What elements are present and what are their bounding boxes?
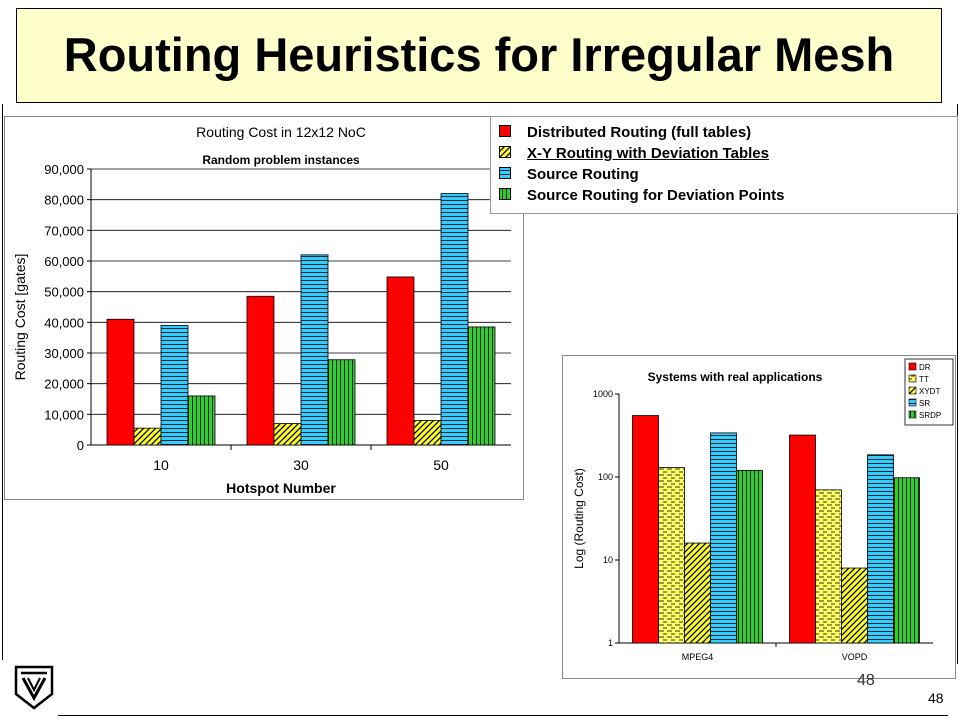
- y-tick-label: 10,000: [44, 407, 84, 422]
- y-tick-label: 1: [608, 638, 613, 648]
- right-border-line: [957, 104, 958, 664]
- legend-swatch: [499, 146, 511, 158]
- y-tick-label: 20,000: [44, 377, 84, 392]
- real-applications-chart-svg: Systems with real applications 1 10 100 1000…: [572, 358, 954, 662]
- mini-legend-swatch: [908, 410, 917, 419]
- page-number-ghost: 48: [857, 672, 875, 689]
- chart-title: Systems with real applications: [648, 370, 823, 384]
- legend-swatch: [499, 125, 511, 137]
- y-tick-label: 1000: [593, 389, 613, 399]
- title-banner: Routing Heuristics for Irregular Mesh: [16, 8, 942, 103]
- bar: [710, 432, 737, 644]
- bar: [658, 467, 685, 644]
- legend-label: Source Routing: [527, 166, 639, 183]
- mini-legend-swatch: [908, 386, 917, 395]
- x-axis-title: Hotspot Number: [226, 480, 336, 496]
- mini-legend-swatch: [908, 362, 917, 371]
- legend-label: Distributed Routing (full tables): [527, 124, 752, 141]
- legend-entry: X-Y Routing with Deviation Tables: [491, 143, 957, 164]
- chart-subtitle: Random problem instances: [202, 153, 360, 167]
- y-tick-label: 90,000: [44, 162, 84, 177]
- y-tick-label: 70,000: [44, 223, 84, 238]
- y-tick-label: 40,000: [44, 315, 84, 330]
- bar: [684, 542, 711, 644]
- legend-label: X-Y Routing with Deviation Tables: [527, 145, 769, 162]
- x-tick-label: VOPD: [842, 652, 868, 662]
- bar: [867, 454, 894, 644]
- bar: [413, 420, 442, 446]
- left-border-line: [2, 104, 3, 660]
- bar: [632, 415, 659, 644]
- y-tick-label: 10: [603, 555, 613, 565]
- y-tick-label: 0: [77, 438, 84, 453]
- y-axis-title: Routing Cost [gates]: [12, 254, 28, 381]
- legend-entry: Distributed Routing (full tables): [491, 122, 957, 143]
- bar: [106, 318, 135, 446]
- mini-legend-label: XYDT: [919, 387, 940, 396]
- y-tick-label: 30,000: [44, 346, 84, 361]
- legend-swatch: [499, 188, 511, 200]
- y-tick-label: 50,000: [44, 285, 84, 300]
- footer-line: [58, 715, 948, 716]
- bar: [736, 470, 763, 644]
- bar: [160, 324, 189, 446]
- bar: [467, 326, 496, 446]
- routing-cost-chart-svg: Routing Cost in 12x12 NoC Random problem …: [12, 124, 511, 496]
- bar: [815, 489, 842, 644]
- mini-legend-swatch: [908, 374, 917, 383]
- legend-swatch: [499, 167, 511, 179]
- bar: [133, 427, 162, 446]
- y-tick-label: 80,000: [44, 193, 84, 208]
- bar: [300, 254, 329, 446]
- chart-title: Routing Cost in 12x12 NoC: [196, 124, 366, 140]
- bar: [327, 359, 356, 446]
- bar: [841, 567, 868, 644]
- x-tick-label: 30: [293, 457, 309, 473]
- bar: [386, 276, 415, 446]
- bar: [246, 295, 275, 446]
- mini-legend-swatch: [908, 398, 917, 407]
- page-number: 48: [928, 690, 944, 706]
- mini-legend-label: TT: [919, 375, 929, 384]
- slide-title: Routing Heuristics for Irregular Mesh: [63, 28, 895, 81]
- real-applications-log-chart: Systems with real applications 1 10 100 1000…: [562, 355, 956, 679]
- mini-legend-label: SR: [919, 399, 930, 408]
- legend-entry: Source Routing for Deviation Points: [491, 185, 957, 206]
- university-logo-icon: [14, 665, 54, 710]
- x-tick-label: 10: [153, 457, 169, 473]
- bar: [187, 395, 216, 446]
- x-tick-label: MPEG4: [682, 652, 714, 662]
- main-legend: Distributed Routing (full tables) X-Y Ro…: [490, 116, 958, 214]
- bar: [789, 434, 816, 644]
- mini-legend-label: SRDP: [919, 411, 941, 420]
- y-axis-title: Log (Routing Cost): [572, 468, 586, 569]
- bar: [893, 477, 920, 644]
- bar: [273, 423, 302, 446]
- y-tick-label: 100: [598, 472, 613, 482]
- bar: [440, 193, 469, 446]
- y-tick-label: 60,000: [44, 254, 84, 269]
- x-tick-label: 50: [433, 457, 449, 473]
- mini-legend-label: DR: [919, 363, 931, 372]
- routing-cost-bar-chart: Routing Cost in 12x12 NoC Random problem …: [4, 116, 524, 500]
- legend-label: Source Routing for Deviation Points: [527, 187, 785, 204]
- legend-entry: Source Routing: [491, 164, 957, 185]
